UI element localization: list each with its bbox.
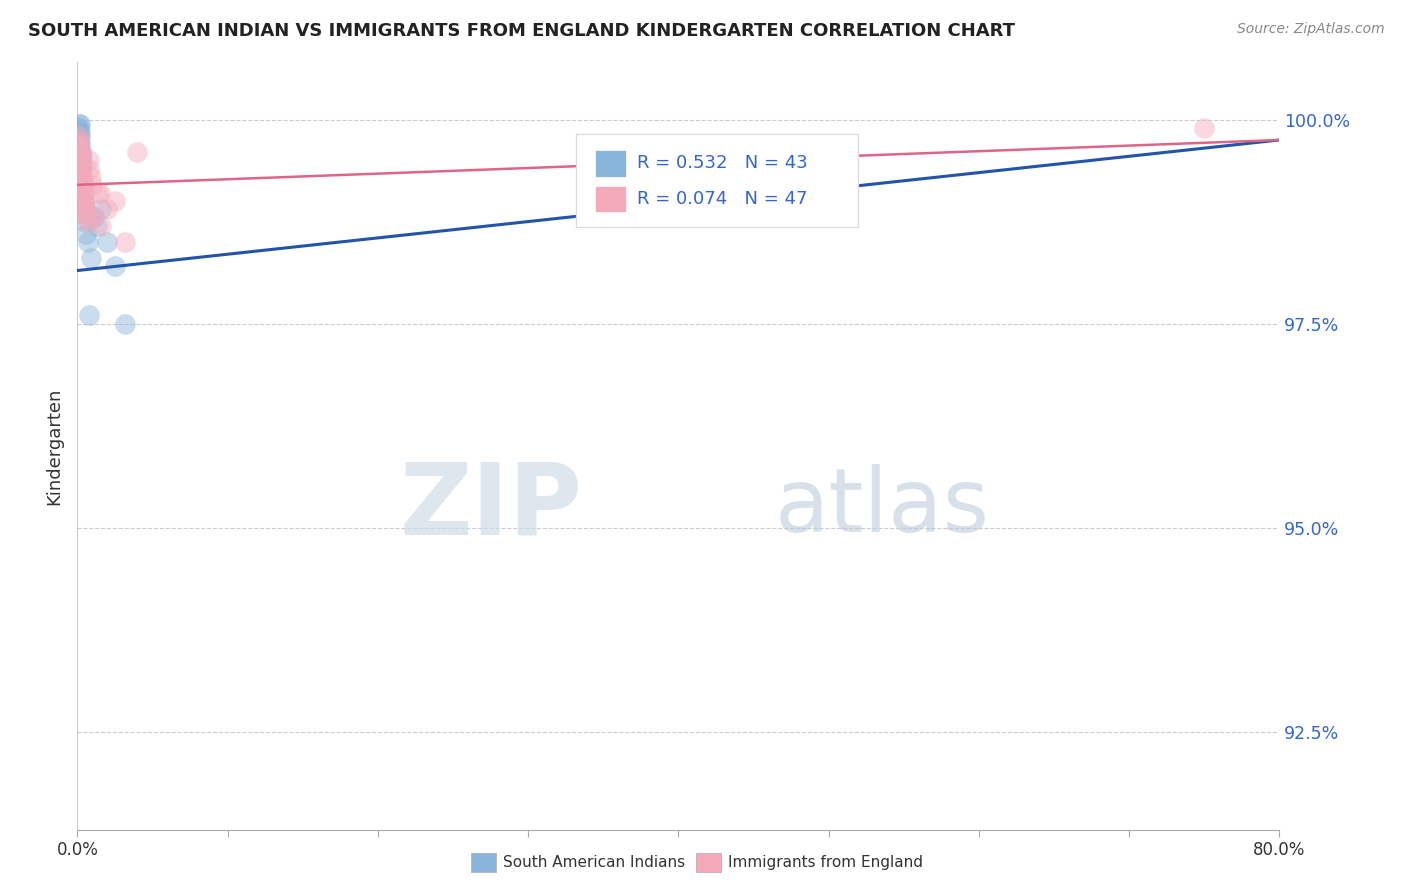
Point: [72, 186, 94, 200]
Point: [69, 198, 91, 212]
Text: SOUTH AMERICAN INDIAN VS IMMIGRANTS FROM ENGLAND KINDERGARTEN CORRELATION CHART: SOUTH AMERICAN INDIAN VS IMMIGRANTS FROM…: [28, 22, 1015, 40]
Point: [73, 202, 96, 217]
Text: ZIP: ZIP: [399, 458, 582, 556]
Point: [70, 149, 93, 163]
Point: [83, 211, 105, 225]
Point: [104, 194, 127, 209]
Point: [69, 157, 91, 171]
Point: [89, 186, 111, 200]
Point: [70, 157, 93, 171]
Point: [67, 128, 90, 143]
Point: [127, 145, 149, 160]
Point: [75, 211, 97, 225]
Point: [67, 128, 90, 143]
Point: [69, 128, 91, 143]
Point: [67, 141, 90, 155]
Point: [69, 157, 91, 171]
Point: [69, 145, 91, 160]
Text: Source: ZipAtlas.com: Source: ZipAtlas.com: [1237, 22, 1385, 37]
Point: [73, 194, 96, 209]
Point: [72, 194, 94, 209]
Point: [67, 133, 90, 147]
Text: R = 0.532   N = 43: R = 0.532 N = 43: [637, 154, 807, 172]
Y-axis label: Kindergarten: Kindergarten: [45, 387, 63, 505]
Point: [69, 125, 91, 139]
Point: [72, 174, 94, 188]
Point: [69, 136, 91, 151]
Text: R = 0.074   N = 47: R = 0.074 N = 47: [637, 190, 807, 208]
Point: [67, 149, 90, 163]
Point: [80, 169, 103, 184]
Point: [67, 125, 90, 139]
Point: [70, 182, 93, 196]
Point: [86, 186, 108, 200]
Point: [70, 153, 93, 168]
Point: [77, 161, 100, 176]
Point: [83, 211, 105, 225]
Point: [96, 235, 118, 249]
Point: [69, 136, 91, 151]
Point: [86, 219, 108, 233]
Point: [69, 161, 91, 176]
Point: [90, 202, 112, 217]
Point: [69, 153, 91, 168]
Point: [104, 260, 127, 274]
Point: [76, 214, 98, 228]
Point: [70, 174, 93, 188]
Point: [79, 309, 101, 323]
Text: South American Indians: South American Indians: [503, 855, 686, 870]
Point: [72, 182, 94, 196]
Point: [67, 149, 90, 163]
Point: [69, 166, 91, 180]
Point: [69, 161, 91, 176]
Point: [75, 227, 97, 241]
Point: [1194, 120, 1216, 135]
Point: [72, 182, 94, 196]
Point: [69, 145, 91, 160]
Point: [114, 235, 136, 249]
Point: [67, 141, 90, 155]
Point: [67, 153, 90, 168]
Point: [96, 202, 118, 217]
Point: [75, 206, 97, 220]
Point: [70, 161, 93, 176]
Point: [69, 145, 91, 160]
Point: [67, 136, 90, 151]
Point: [72, 190, 94, 204]
Point: [67, 120, 90, 135]
Text: Immigrants from England: Immigrants from England: [728, 855, 924, 870]
Point: [114, 317, 136, 331]
Point: [67, 117, 90, 131]
Point: [82, 178, 104, 192]
Point: [67, 136, 90, 151]
Point: [69, 190, 91, 204]
Point: [67, 145, 90, 160]
Point: [70, 178, 93, 192]
Point: [69, 166, 91, 180]
Point: [67, 149, 90, 163]
Point: [70, 169, 93, 184]
Point: [70, 186, 93, 200]
Text: atlas: atlas: [775, 464, 990, 551]
Point: [70, 174, 93, 188]
Point: [73, 214, 96, 228]
Point: [75, 202, 97, 217]
Point: [73, 202, 96, 217]
Point: [76, 235, 98, 249]
Point: [67, 133, 90, 147]
Point: [70, 166, 93, 180]
Point: [67, 141, 90, 155]
Point: [73, 198, 96, 212]
Point: [79, 153, 101, 168]
Point: [70, 169, 93, 184]
Point: [70, 178, 93, 192]
Point: [90, 219, 112, 233]
Point: [70, 161, 93, 176]
Point: [69, 117, 91, 131]
Point: [67, 120, 90, 135]
Point: [69, 153, 91, 168]
Point: [80, 252, 103, 266]
Point: [70, 206, 93, 220]
Point: [72, 194, 94, 209]
